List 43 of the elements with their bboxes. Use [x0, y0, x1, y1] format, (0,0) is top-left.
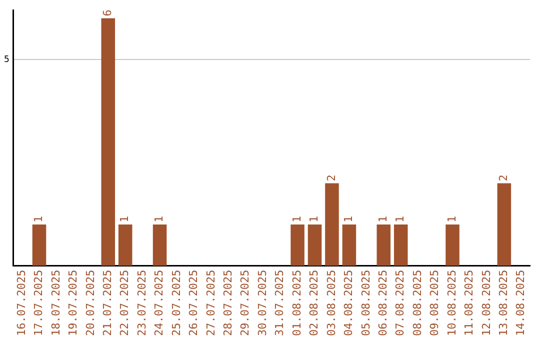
x-tick-label: 29.07.2025 [238, 270, 252, 336]
data-label: 1 [118, 216, 132, 223]
x-tick-label: 21.07.2025 [100, 270, 114, 336]
x-tick-label: 25.07.2025 [170, 270, 183, 336]
x-tick-label: 10.08.2025 [445, 270, 458, 336]
x-tick-label: 26.07.2025 [187, 270, 200, 336]
x-tick-label: 05.08.2025 [359, 270, 372, 336]
x-tick-label: 09.08.2025 [428, 270, 442, 336]
x-tick-label: 07.08.2025 [394, 270, 407, 336]
data-label: 1 [342, 216, 356, 223]
x-tick-label: 11.08.2025 [462, 270, 476, 336]
x-tick-label: 14.08.2025 [514, 270, 528, 336]
x-tick-label: 22.07.2025 [118, 270, 132, 336]
x-tick-label: 31.07.2025 [273, 270, 286, 336]
x-tick-label: 19.07.2025 [66, 270, 80, 336]
x-tick-label: 02.08.2025 [308, 270, 321, 336]
x-tick-label: 04.08.2025 [342, 270, 356, 336]
x-tick-label: 17.07.2025 [32, 270, 46, 336]
data-label: 1 [290, 216, 304, 223]
data-label: 1 [376, 216, 390, 223]
x-tick-label: 24.07.2025 [152, 270, 166, 336]
x-tick-label: 27.07.2025 [204, 270, 218, 336]
data-label: 2 [497, 174, 510, 182]
x-tick-label: 16.07.2025 [14, 270, 28, 336]
data-label: 1 [445, 216, 458, 223]
x-tick-label: 20.07.2025 [84, 270, 97, 336]
x-tick-label: 18.07.2025 [49, 270, 62, 336]
x-tick-label: 03.08.2025 [324, 270, 338, 336]
data-label: 1 [308, 216, 321, 223]
x-tick-label: 01.08.2025 [290, 270, 304, 336]
y-tick-label: 5 [4, 54, 10, 65]
data-label: 2 [324, 174, 338, 182]
x-tick-label: 06.08.2025 [376, 270, 390, 336]
data-label: 1 [394, 216, 407, 223]
data-label: 1 [152, 216, 166, 223]
x-tick-label: 08.08.2025 [410, 270, 424, 336]
x-tick-label: 28.07.2025 [222, 270, 235, 336]
x-tick-label: 13.08.2025 [497, 270, 510, 336]
x-tick-label: 23.07.2025 [135, 270, 148, 336]
data-label: 1 [32, 216, 46, 223]
x-tick-label: 12.08.2025 [480, 270, 493, 336]
x-tick-label: 30.07.2025 [256, 270, 269, 336]
data-label: 6 [100, 10, 114, 16]
